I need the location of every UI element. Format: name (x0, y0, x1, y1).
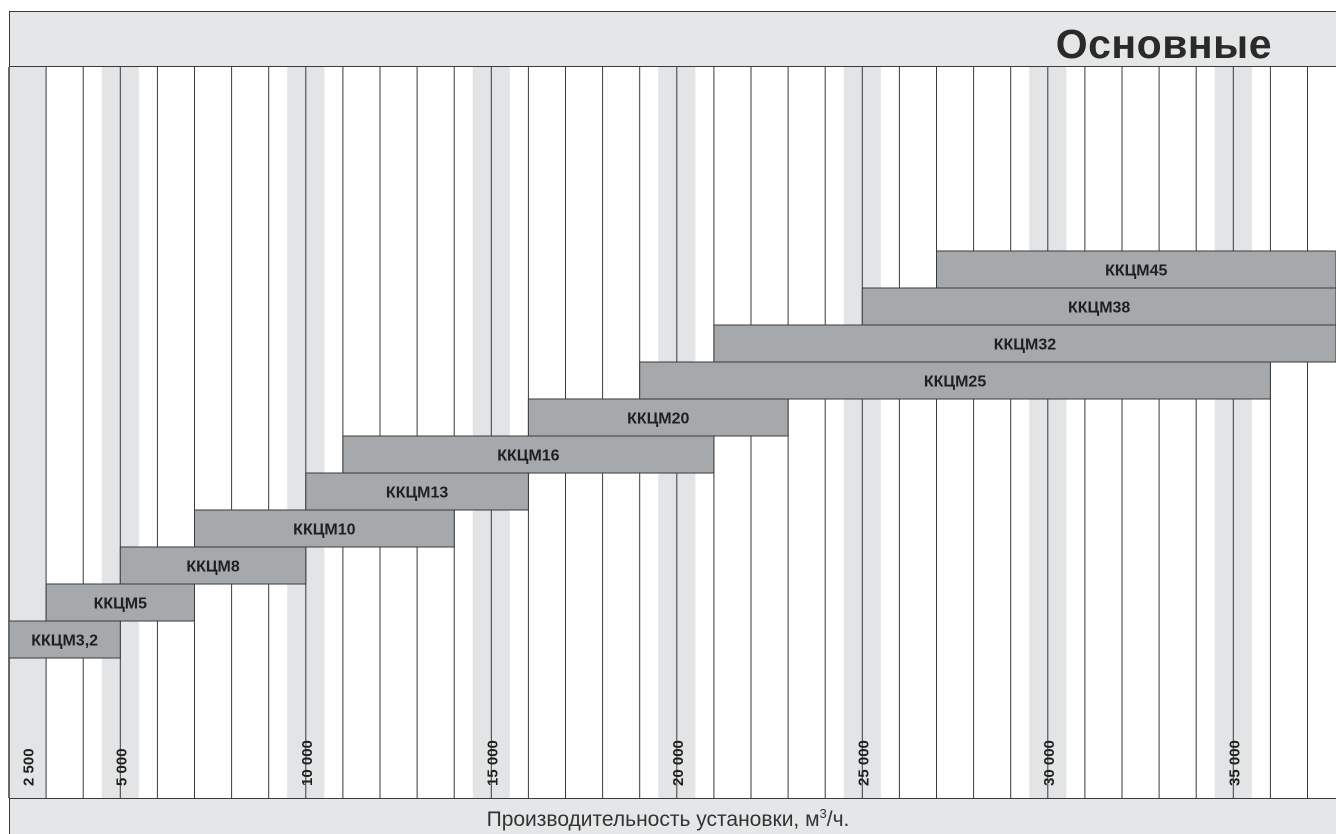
x-tick-label: 20 000 (670, 740, 687, 786)
range-bar (8, 620, 121, 659)
x-axis-label-sup: 3 (819, 806, 827, 821)
x-tick-label: 2 500 (21, 748, 38, 786)
range-bar (639, 361, 1271, 400)
x-axis-label-main: Производительность установки, м (486, 808, 820, 831)
page-title: Основные (1055, 21, 1272, 67)
bar-label: ККЦМ38 (1068, 300, 1130, 317)
range-bar (527, 398, 789, 437)
header-band (9, 11, 1336, 67)
range-bar (936, 250, 1336, 289)
range-bar (194, 509, 455, 548)
bar-label: ККЦМ5 (94, 596, 148, 613)
x-tick-label: 10 000 (299, 740, 316, 786)
bar-label: ККЦМ25 (924, 374, 986, 391)
range-bar (45, 583, 195, 622)
x-tick-label: 25 000 (855, 740, 872, 786)
bar-label: ККЦМ8 (186, 559, 240, 576)
bar-label: ККЦМ16 (497, 448, 559, 465)
grid-column-shade (9, 67, 47, 798)
x-tick-label: 5 000 (113, 748, 130, 786)
bar-label: ККЦМ3,2 (31, 633, 98, 650)
bar-label: ККЦМ10 (293, 522, 355, 539)
bar-label: ККЦМ13 (386, 485, 448, 502)
bar-label: ККЦМ32 (994, 337, 1056, 354)
x-axis-label-tail: /ч. (826, 808, 850, 831)
range-bar (861, 287, 1336, 326)
range-bar (119, 546, 307, 585)
x-axis-label: Производительность установки, м3/ч. (0, 806, 1336, 832)
range-bar (342, 435, 715, 474)
footer-band (9, 798, 1336, 834)
range-bar (305, 472, 529, 511)
x-tick-label: 30 000 (1041, 740, 1058, 786)
x-tick-label: 15 000 (484, 740, 501, 786)
x-tick-label: 35 000 (1226, 740, 1243, 786)
bar-label: ККЦМ45 (1105, 263, 1167, 280)
bar-label: ККЦМ20 (627, 411, 689, 428)
